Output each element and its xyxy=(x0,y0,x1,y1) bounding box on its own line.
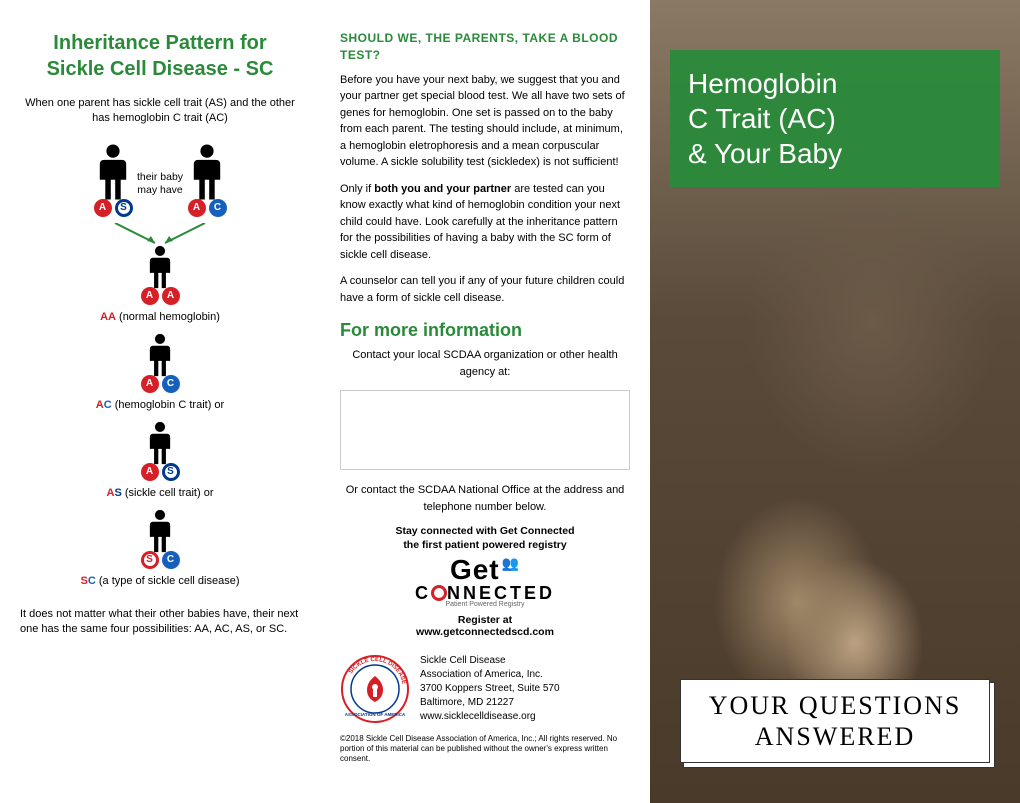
org-info-row: SICKLE CELL DISEASE ASSOCIATION OF AMERI… xyxy=(340,654,630,724)
child-sc: SC xyxy=(20,509,300,569)
caption-sc: SC (a type of sickle cell disease) xyxy=(20,575,300,587)
national-office-text: Or contact the SCDAA National Office at … xyxy=(340,482,630,515)
middle-panel: SHOULD WE, THE PARENTS, TAKE A BLOOD TES… xyxy=(320,0,650,803)
left-footer-text: It does not matter what their other babi… xyxy=(20,607,300,638)
gene-a: A xyxy=(94,199,112,217)
scdaa-seal-icon: SICKLE CELL DISEASE ASSOCIATION OF AMERI… xyxy=(340,654,410,724)
parents-diagram: A S their baby may have A C xyxy=(20,143,300,217)
inheritance-intro: When one parent has sickle cell trait (A… xyxy=(20,96,300,127)
contact-text: Contact your local SCDAA organization or… xyxy=(340,347,630,380)
questions-answered-text: YOUR QUESTIONSANSWERED xyxy=(697,690,973,752)
title-line2: Sickle Cell Disease - SC xyxy=(47,58,274,80)
paragraph-3: A counselor can tell you if any of your … xyxy=(340,273,630,306)
question-heading: SHOULD WE, THE PARENTS, TAKE A BLOOD TES… xyxy=(340,30,630,64)
inheritance-title: Inheritance Pattern for Sickle Cell Dise… xyxy=(20,30,300,82)
caption-as: AS (sickle cell trait) or xyxy=(20,487,300,499)
child-as: AS xyxy=(20,421,300,481)
gene-a: A xyxy=(188,199,206,217)
register-label: Register at xyxy=(340,614,630,626)
paragraph-1: Before you have your next baby, we sugge… xyxy=(340,72,630,171)
hero-title-box: Hemoglobin C Trait (AC) & Your Baby xyxy=(670,50,1000,187)
caption-ac: AC (hemoglobin C trait) or xyxy=(20,399,300,411)
gene-s: S xyxy=(115,199,133,217)
baby-label: their baby may have xyxy=(137,171,183,198)
gene-c: C xyxy=(209,199,227,217)
title-line1: Inheritance Pattern for xyxy=(53,32,266,54)
genes-as: A S xyxy=(94,199,133,217)
get-connected-block: Stay connected with Get Connectedthe fir… xyxy=(340,525,630,638)
child-ac: AC xyxy=(20,333,300,393)
parent-as: A S xyxy=(91,143,135,217)
ppr-tagline: Patient Powered Registry xyxy=(340,601,630,608)
svg-text:ASSOCIATION OF AMERICA: ASSOCIATION OF AMERICA xyxy=(345,712,406,717)
contact-box xyxy=(340,390,630,470)
person-icon xyxy=(91,143,135,201)
child-aa: AA xyxy=(20,245,300,305)
stay-connected-text: Stay connected with Get Connectedthe fir… xyxy=(340,525,630,552)
parent-ac: A C xyxy=(185,143,229,217)
register-url: www.getconnectedscd.com xyxy=(340,626,630,638)
paragraph-2: Only if both you and your partner are te… xyxy=(340,181,630,264)
more-info-heading: For more information xyxy=(340,320,630,341)
questions-answered-box: YOUR QUESTIONSANSWERED xyxy=(680,679,990,763)
right-panel: Hemoglobin C Trait (AC) & Your Baby YOUR… xyxy=(650,0,1020,803)
get-connected-logo: Get👥 CNNECTED xyxy=(340,556,630,602)
person-icon xyxy=(185,143,229,201)
genes-ac: A C xyxy=(188,199,227,217)
left-panel: Inheritance Pattern for Sickle Cell Dise… xyxy=(0,0,320,803)
person-icon xyxy=(143,245,177,289)
org-address: Sickle Cell Disease Association of Ameri… xyxy=(420,654,560,724)
copyright-text: ©2018 Sickle Cell Disease Association of… xyxy=(340,734,630,765)
hero-title: Hemoglobin C Trait (AC) & Your Baby xyxy=(688,66,982,171)
brochure-page: Inheritance Pattern for Sickle Cell Dise… xyxy=(0,0,1020,803)
caption-aa: AA (normal hemoglobin) xyxy=(20,311,300,323)
